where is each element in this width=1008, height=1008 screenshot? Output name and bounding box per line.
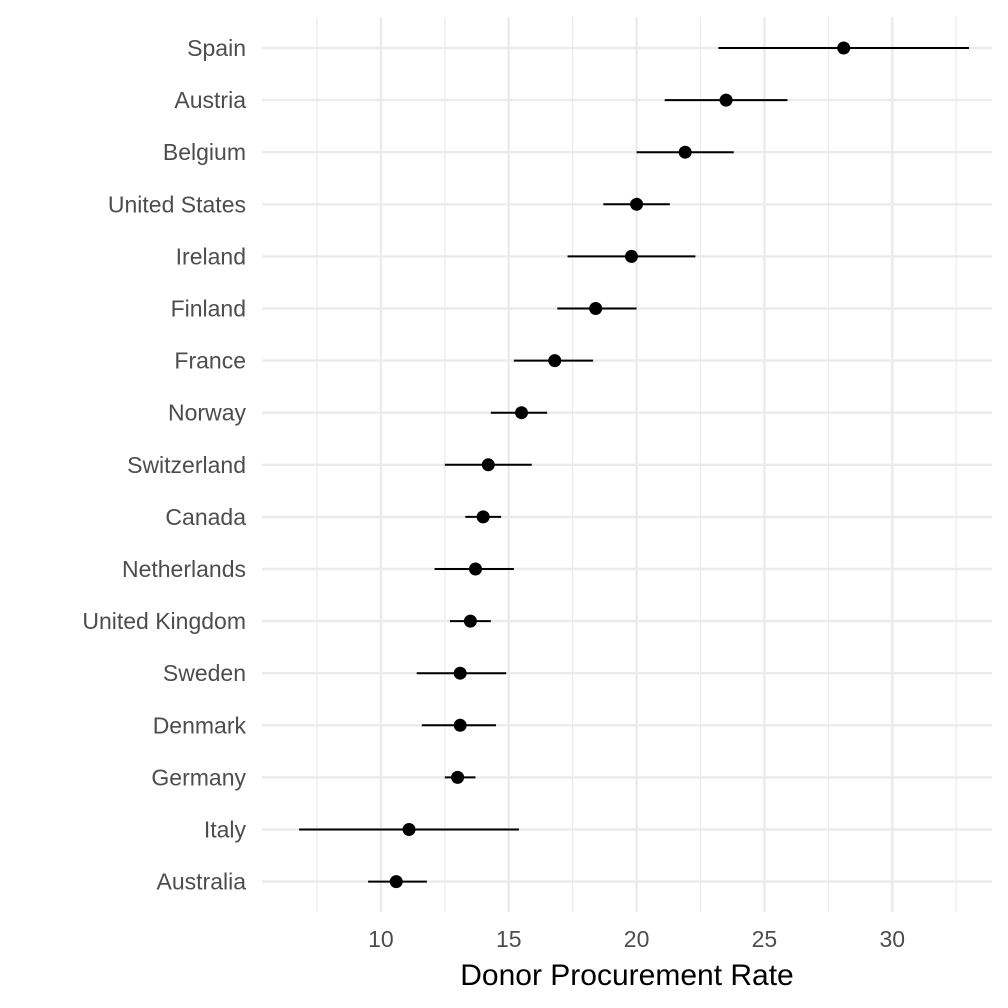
x-tick-label: 25: [752, 926, 778, 952]
data-point: [837, 41, 851, 55]
y-category-label: Finland: [171, 296, 246, 322]
x-tick-label: 30: [879, 926, 905, 952]
y-category-label: United Kingdom: [82, 608, 246, 634]
y-category-label: United States: [108, 191, 246, 217]
data-point: [389, 875, 403, 889]
labels-layer: 10 15 20 25 30 Spain Austria Belgium United Stat…: [82, 35, 905, 952]
y-category-label: Spain: [187, 35, 246, 61]
data-point: [402, 823, 416, 836]
y-category-label: Austria: [174, 87, 246, 113]
x-tick-label: 10: [368, 926, 394, 952]
y-category-label: Netherlands: [122, 556, 246, 582]
data-point: [678, 145, 692, 159]
y-category-label: Canada: [165, 504, 246, 530]
y-category-label: Norway: [168, 400, 246, 426]
data-point: [469, 562, 483, 576]
marks-layer: [299, 41, 969, 889]
data-point: [719, 93, 733, 107]
data-point: [453, 666, 467, 680]
data-point: [589, 302, 603, 315]
data-point: [548, 354, 562, 368]
y-category-label: Italy: [204, 817, 247, 843]
data-point: [515, 406, 529, 420]
grid-layer: [262, 17, 992, 912]
data-point: [451, 770, 465, 784]
data-point: [463, 614, 477, 628]
x-tick-label: 15: [496, 926, 522, 952]
data-point: [630, 197, 644, 211]
y-category-label: Denmark: [153, 712, 247, 738]
x-tick-label: 20: [624, 926, 650, 952]
data-point: [624, 249, 638, 263]
data-point: [453, 718, 467, 732]
data-point: [481, 458, 495, 472]
y-category-label: Germany: [151, 764, 246, 790]
y-category-label: Belgium: [163, 139, 246, 165]
y-category-label: Sweden: [163, 660, 246, 686]
y-category-label: Ireland: [176, 243, 246, 269]
x-axis-title: Donor Procurement Rate: [460, 959, 794, 992]
y-category-label: France: [174, 348, 246, 374]
data-point: [476, 510, 490, 524]
y-category-label: Australia: [157, 869, 247, 895]
y-category-label: Switzerland: [127, 452, 246, 478]
